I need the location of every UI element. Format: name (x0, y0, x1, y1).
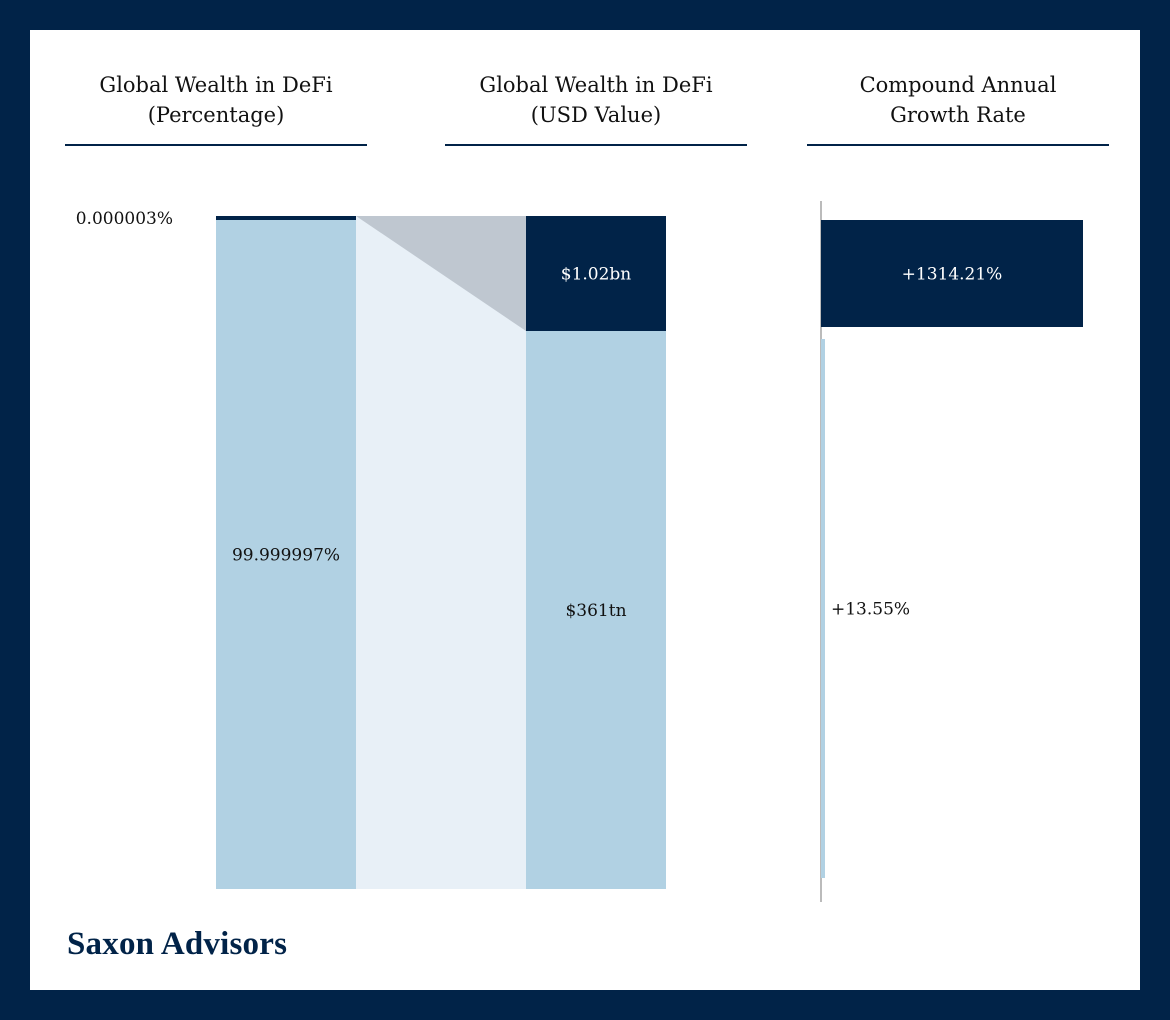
cagr-bar-1 (821, 220, 1083, 327)
cagr-title-line-2: Growth Rate (890, 103, 1026, 127)
cagr-title-line-1: Compound Annual (859, 73, 1057, 97)
pct-rest-label: 99.999997% (232, 546, 340, 566)
usd-title-line-1: Global Wealth in DeFi (479, 73, 713, 97)
usd-panel-title: Global Wealth in DeFi (USD Value) (445, 70, 747, 146)
connector-band (356, 216, 526, 889)
percentage-title-line-1: Global Wealth in DeFi (99, 73, 333, 97)
cagr-bar-2-label: +13.55% (831, 600, 910, 620)
cagr-bar-2 (821, 339, 825, 878)
usd-title-line-2: (USD Value) (530, 103, 662, 127)
cagr-panel-title: Compound Annual Growth Rate (807, 70, 1109, 146)
cagr-bar-1-label: +1314.21% (902, 265, 1003, 285)
usd-defi-label: $1.02bn (561, 265, 632, 285)
pct-defi-segment (216, 216, 356, 220)
defi-wealth-chart: 0.000003% 99.999997% $1.02bn $361tn +1314.21… (76, 201, 1083, 902)
percentage-panel-title: Global Wealth in DeFi (Percentage) (65, 70, 367, 146)
pct-rest-segment (216, 220, 356, 889)
connector-wedge (356, 216, 526, 331)
usd-defi-segment (526, 216, 666, 331)
usd-rest-segment (526, 331, 666, 889)
usd-rest-label: $361tn (565, 601, 626, 621)
percentage-title-line-2: (Percentage) (147, 103, 285, 127)
pct-defi-label: 0.000003% (76, 209, 173, 229)
chart-card: Global Wealth in DeFi (Percentage) Globa… (30, 30, 1140, 990)
brand-logo-text: Saxon Advisors (67, 926, 288, 962)
